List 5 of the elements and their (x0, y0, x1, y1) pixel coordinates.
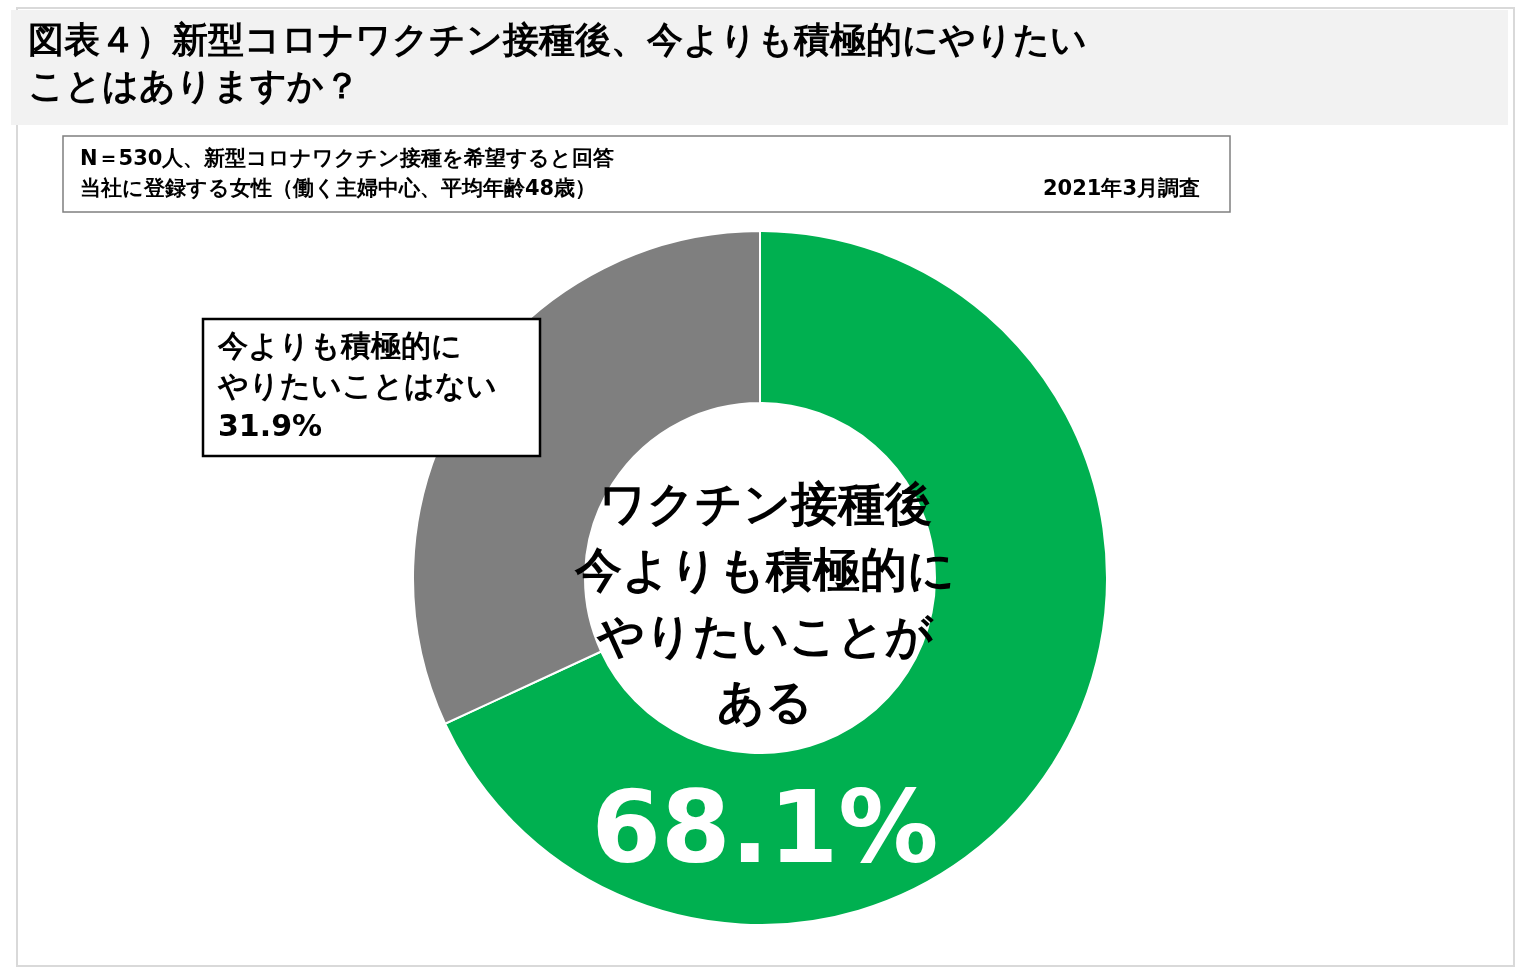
note: N＝530人、新型コロナワクチン接種を希望すると回答 当社に登録する女性（働く主婦中心、平均年齢48歳） 2021年3月調査 (62, 135, 1231, 213)
data-label: 31.9% (218, 408, 323, 443)
slice-label: 今よりも積極的にやりたいことはない (217, 328, 497, 403)
chart-title: 図表４）新型コロナワクチン接種後、今よりも積極的にやりたいことはありますか？ (28, 19, 1087, 106)
data-label: 68.1% (591, 769, 939, 886)
